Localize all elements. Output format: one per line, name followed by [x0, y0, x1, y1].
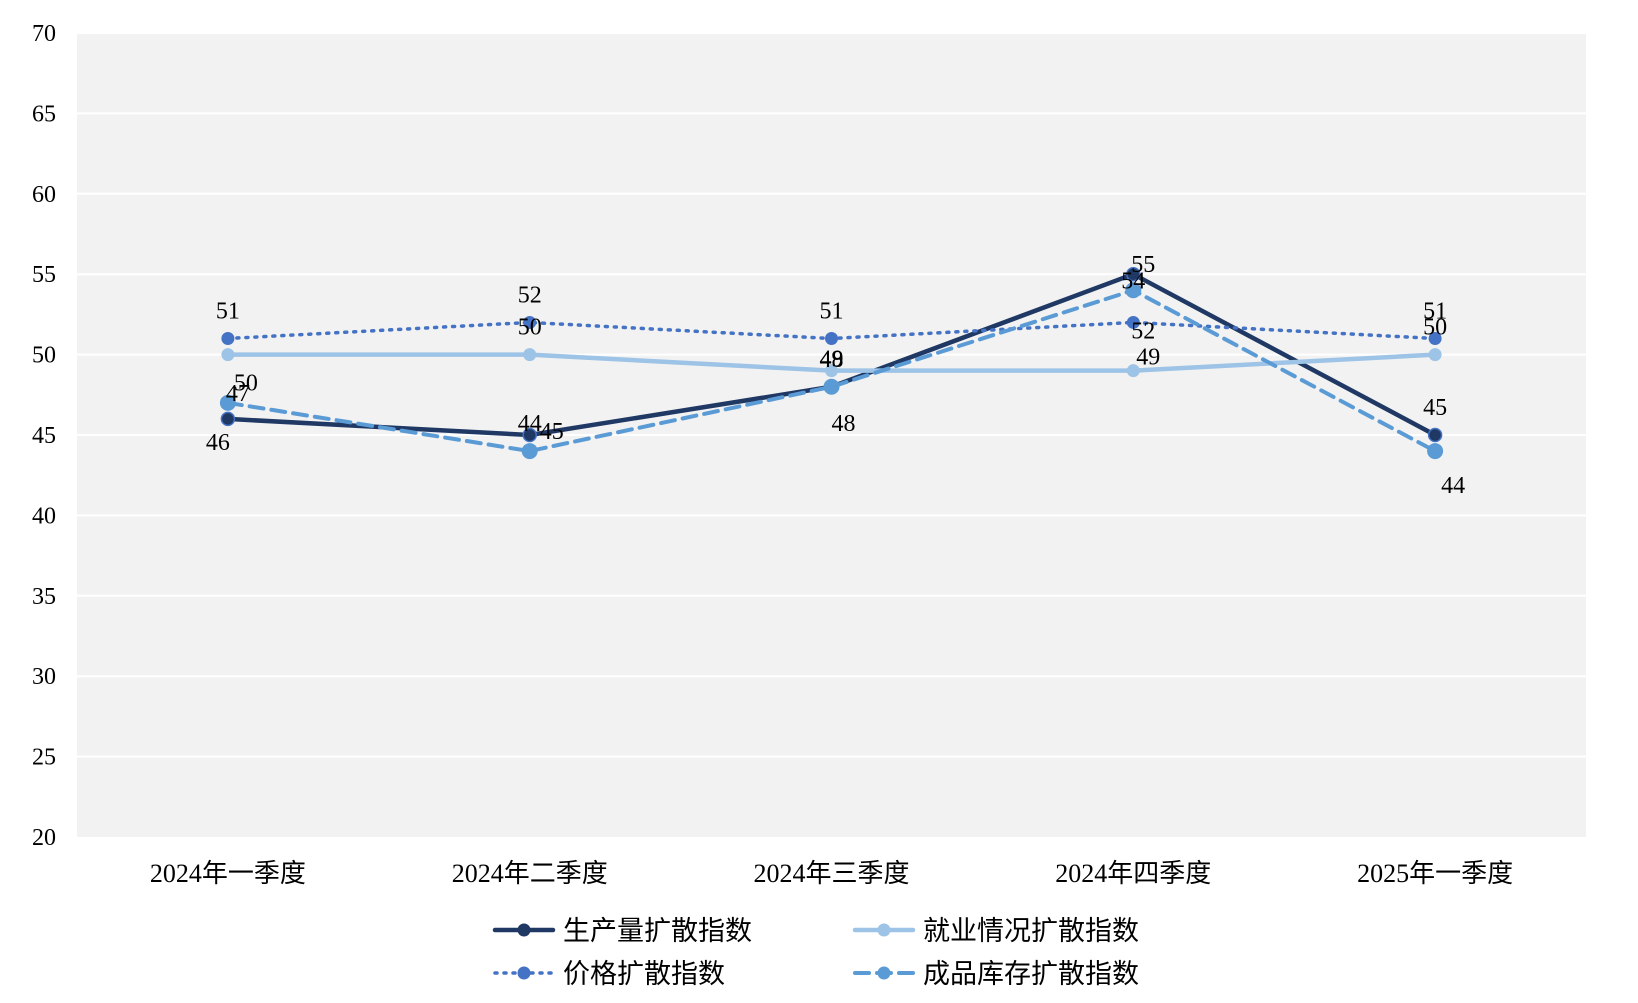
- x-tick-label: 2024年三季度: [753, 859, 909, 888]
- legend-marker: [877, 923, 891, 937]
- y-tick-label: 30: [32, 664, 56, 690]
- legend-label: 就业情况扩散指数: [923, 916, 1139, 946]
- x-tick-label: 2025年一季度: [1357, 859, 1513, 888]
- gridlines: [77, 32, 1586, 758]
- x-axis: 2024年一季度 2024年二季度 2024年三季度 2024年四季度 2025年一季度: [150, 859, 1513, 888]
- x-tick-label: 2024年一季度: [150, 859, 306, 888]
- data-label: 51: [820, 299, 844, 325]
- y-tick-label: 25: [32, 745, 56, 771]
- data-point: [1126, 315, 1140, 329]
- data-label: 45: [540, 419, 564, 445]
- legend-label: 生产量扩散指数: [563, 916, 752, 946]
- data-point: [1428, 332, 1442, 346]
- y-tick-label: 20: [32, 825, 56, 851]
- x-tick-label: 2024年四季度: [1055, 859, 1211, 888]
- data-point: [1125, 282, 1142, 299]
- data-point: [523, 315, 537, 329]
- data-point: [221, 348, 235, 362]
- y-tick-label: 60: [32, 182, 56, 208]
- data-label: 47: [226, 381, 250, 407]
- data-label: 49: [820, 347, 844, 373]
- data-point: [823, 378, 840, 395]
- legend-marker: [517, 923, 531, 937]
- y-tick-label: 35: [32, 584, 56, 610]
- data-label: 50: [1423, 315, 1447, 341]
- data-label: 54: [1121, 268, 1145, 294]
- data-point: [825, 364, 838, 378]
- data-label: 48: [832, 411, 856, 437]
- data-point: [825, 332, 838, 346]
- y-tick-label: 70: [32, 21, 56, 47]
- data-label: 48: [820, 347, 844, 373]
- legend-marker: [877, 966, 891, 980]
- legend-label: 成品库存扩散指数: [923, 959, 1139, 989]
- series-lines: [219, 266, 1444, 460]
- data-point: [521, 443, 538, 460]
- data-point: [1427, 427, 1443, 443]
- data-point: [1126, 364, 1140, 378]
- y-tick-label: 50: [32, 343, 56, 369]
- y-tick-label: 45: [32, 423, 56, 449]
- y-tick-label: 65: [32, 101, 56, 127]
- data-point: [1427, 443, 1444, 460]
- data-label: 44: [1441, 473, 1465, 499]
- data-point: [522, 427, 537, 443]
- data-label: 52: [1131, 318, 1155, 344]
- y-tick-label: 40: [32, 503, 56, 529]
- data-label: 51: [216, 299, 240, 325]
- data-point: [221, 332, 235, 346]
- x-tick-label: 2024年二季度: [452, 859, 608, 888]
- data-point: [220, 411, 236, 427]
- data-label: 51: [1423, 299, 1447, 325]
- y-axis: 20 25 30 35 40 45 50 55 60 65 70: [32, 21, 56, 851]
- legend-marker: [517, 966, 531, 980]
- data-label: 45: [1423, 395, 1447, 421]
- data-point: [219, 394, 236, 411]
- data-label: 49: [1136, 345, 1160, 371]
- data-label: 52: [518, 282, 542, 308]
- data-label: 44: [518, 411, 542, 437]
- legend-label: 价格扩散指数: [563, 959, 725, 989]
- data-label: 46: [206, 430, 230, 456]
- data-point: [1428, 348, 1442, 362]
- data-point: [523, 348, 537, 362]
- data-point: [1126, 266, 1141, 282]
- data-label: 50: [234, 371, 258, 397]
- y-tick-label: 55: [32, 262, 56, 288]
- data-label: 55: [1131, 252, 1155, 278]
- data-label: 50: [518, 315, 542, 341]
